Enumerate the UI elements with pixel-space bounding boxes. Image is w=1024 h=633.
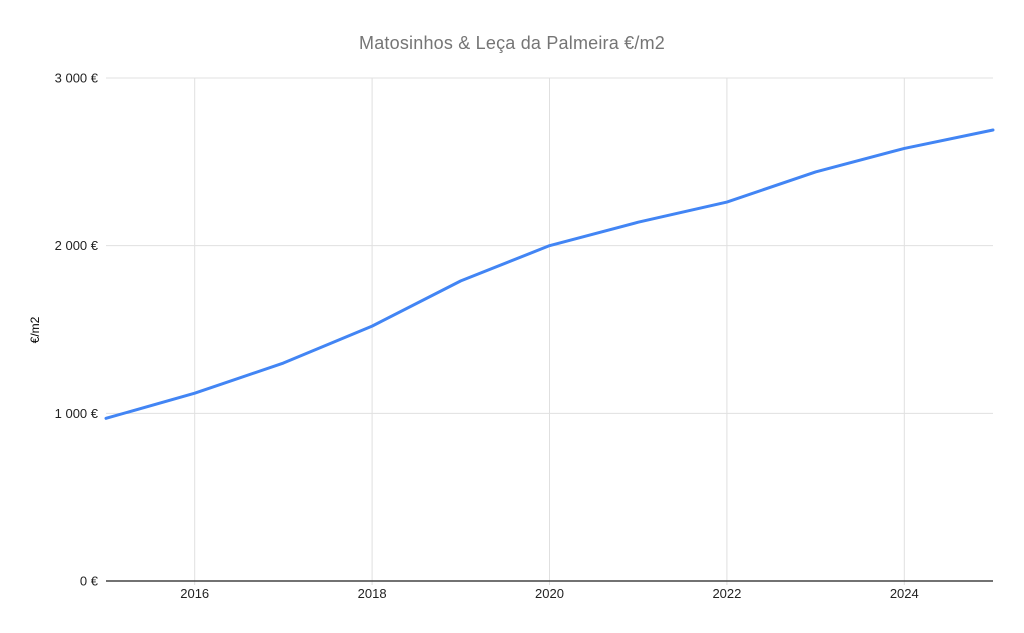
- y-tick-label: 0 €: [80, 574, 99, 589]
- y-tick-label: 1 000 €: [55, 406, 99, 421]
- x-tick-label: 2016: [180, 586, 209, 601]
- x-tick-label: 2022: [712, 586, 741, 601]
- series-line: [104, 128, 995, 420]
- y-tick-label: 3 000 €: [55, 71, 99, 86]
- y-tick-label: 2 000 €: [55, 238, 99, 253]
- chart-title: Matosinhos & Leça da Palmeira €/m2: [359, 33, 665, 53]
- x-tick-label: 2018: [358, 586, 387, 601]
- x-tick-label: 2024: [890, 586, 919, 601]
- x-tick-label: 2020: [535, 586, 564, 601]
